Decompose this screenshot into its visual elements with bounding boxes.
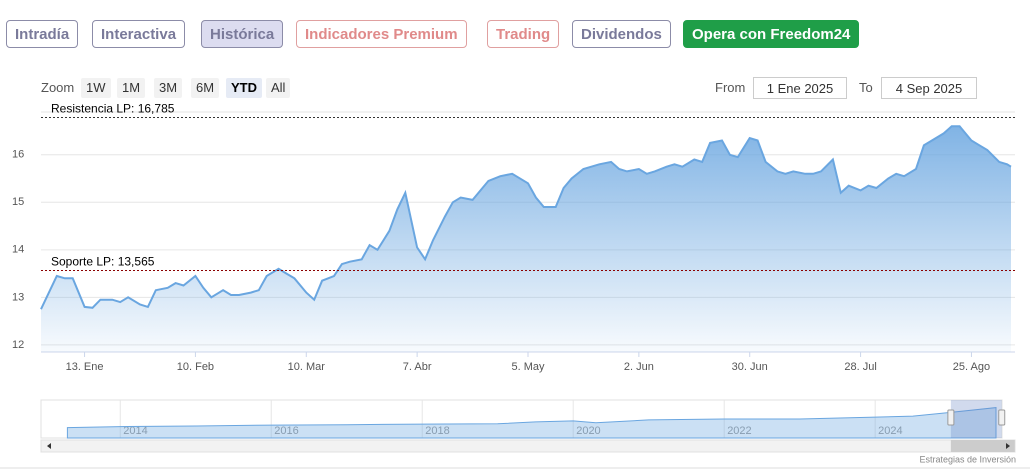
zoom-button[interactable]: 1M: [117, 78, 146, 98]
tab[interactable]: Opera con Freedom24: [683, 20, 860, 48]
navigator-tick-label: 2014: [123, 425, 147, 437]
y-tick-label: 15: [12, 196, 24, 208]
x-tick-label: 10. Mar: [288, 361, 326, 373]
navigator-tick-label: 2024: [878, 425, 902, 437]
navigator-tick-label: 2018: [425, 425, 449, 437]
x-tick-label: 10. Feb: [177, 361, 214, 373]
tab[interactable]: Dividendos: [572, 20, 671, 48]
x-tick-label: 30. Jun: [732, 361, 768, 373]
x-tick-label: 5. May: [511, 361, 545, 373]
scrollbar-thumb[interactable]: [950, 440, 1015, 452]
plot-line-label: Soporte LP: 13,565: [51, 255, 155, 269]
y-tick-label: 13: [12, 291, 24, 303]
navigator-handle[interactable]: [998, 409, 1006, 426]
navigator-tick-label: 2022: [727, 425, 751, 437]
to-label: To: [859, 80, 873, 95]
scroll-right[interactable]: [1006, 443, 1010, 449]
tab[interactable]: Intradía: [6, 20, 79, 48]
navigator-handle[interactable]: [947, 409, 955, 426]
scrollbar-track: [40, 439, 1016, 453]
x-tick-label: 2. Jun: [624, 361, 654, 373]
x-tick-label: 13. Ene: [66, 361, 104, 373]
zoom-button[interactable]: 1W: [81, 78, 111, 98]
zoom-button[interactable]: All: [266, 78, 291, 98]
tab[interactable]: Histórica: [201, 20, 284, 48]
zoom-button[interactable]: YTD: [226, 78, 262, 98]
navigator-tick-label: 2016: [274, 425, 298, 437]
x-tick-label: 28. Jul: [844, 361, 876, 373]
price-line: [40, 125, 1012, 310]
zoom-button[interactable]: 6M: [191, 78, 220, 98]
navigator-tick-label: 2020: [576, 425, 600, 437]
x-tick-label: 25. Ago: [953, 361, 990, 373]
from-label: From: [715, 80, 746, 95]
to-input[interactable]: 4 Sep 2025: [881, 77, 977, 99]
y-tick-label: 16: [12, 149, 24, 161]
y-tick-label: 12: [12, 339, 24, 351]
navigator-selection: [950, 400, 1002, 438]
tab[interactable]: Interactiva: [92, 20, 186, 48]
x-tick-label: 7. Abr: [403, 361, 432, 373]
scroll-left[interactable]: [47, 443, 51, 449]
zoom-label: Zoom: [41, 80, 75, 95]
tab[interactable]: Indicadores Premium: [296, 20, 467, 48]
navigator-area: [66, 407, 997, 439]
from-input[interactable]: 1 Ene 2025: [753, 77, 847, 99]
plot-line-label: Resistencia LP: 16,785: [51, 102, 175, 116]
area-fill: [41, 126, 1011, 352]
zoom-button[interactable]: 3M: [154, 78, 183, 98]
y-tick-label: 14: [12, 244, 24, 256]
tab[interactable]: Trading: [487, 20, 560, 48]
credits: Estrategias de Inversión: [919, 454, 1016, 464]
